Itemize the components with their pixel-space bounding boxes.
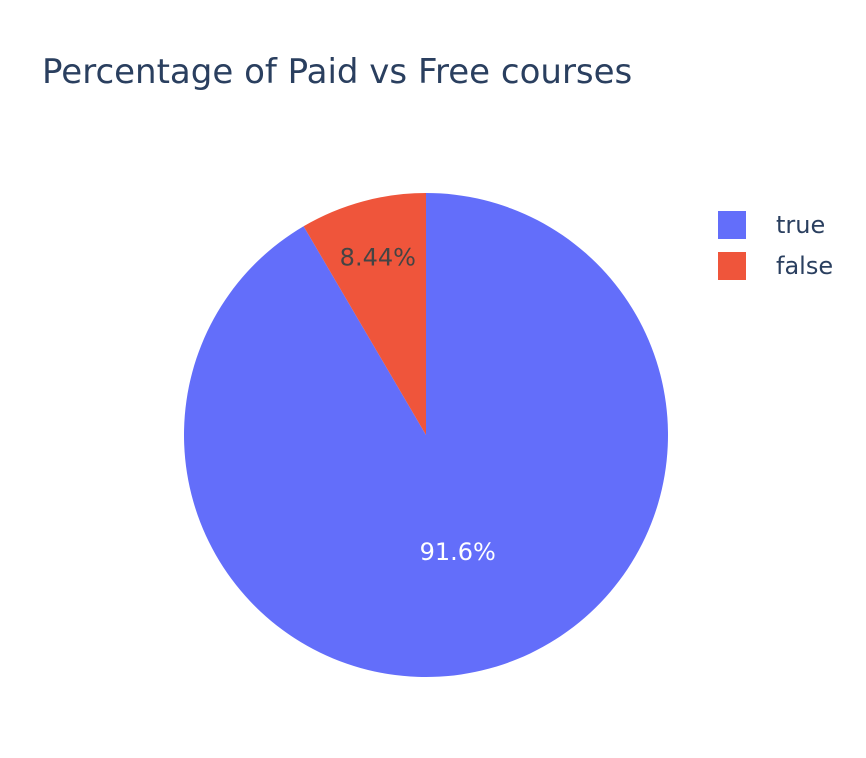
legend-swatch-true (718, 211, 746, 239)
pie-slice-true[interactable] (183, 193, 668, 677)
legend[interactable]: true false (718, 211, 833, 280)
chart-title: Percentage of Paid vs Free courses (42, 52, 632, 92)
pie-slice-labels: 91.6% 8.44% (340, 244, 496, 566)
pie-slice-false[interactable] (303, 193, 426, 435)
slice-label-false: 8.44% (340, 244, 416, 272)
legend-label-false: false (776, 252, 833, 280)
legend-item-false[interactable]: false (718, 252, 833, 280)
slice-label-true: 91.6% (420, 538, 496, 566)
pie-slices (183, 193, 668, 677)
legend-swatch-false (718, 252, 746, 280)
legend-item-true[interactable]: true (718, 211, 825, 239)
legend-label-true: true (776, 211, 825, 239)
